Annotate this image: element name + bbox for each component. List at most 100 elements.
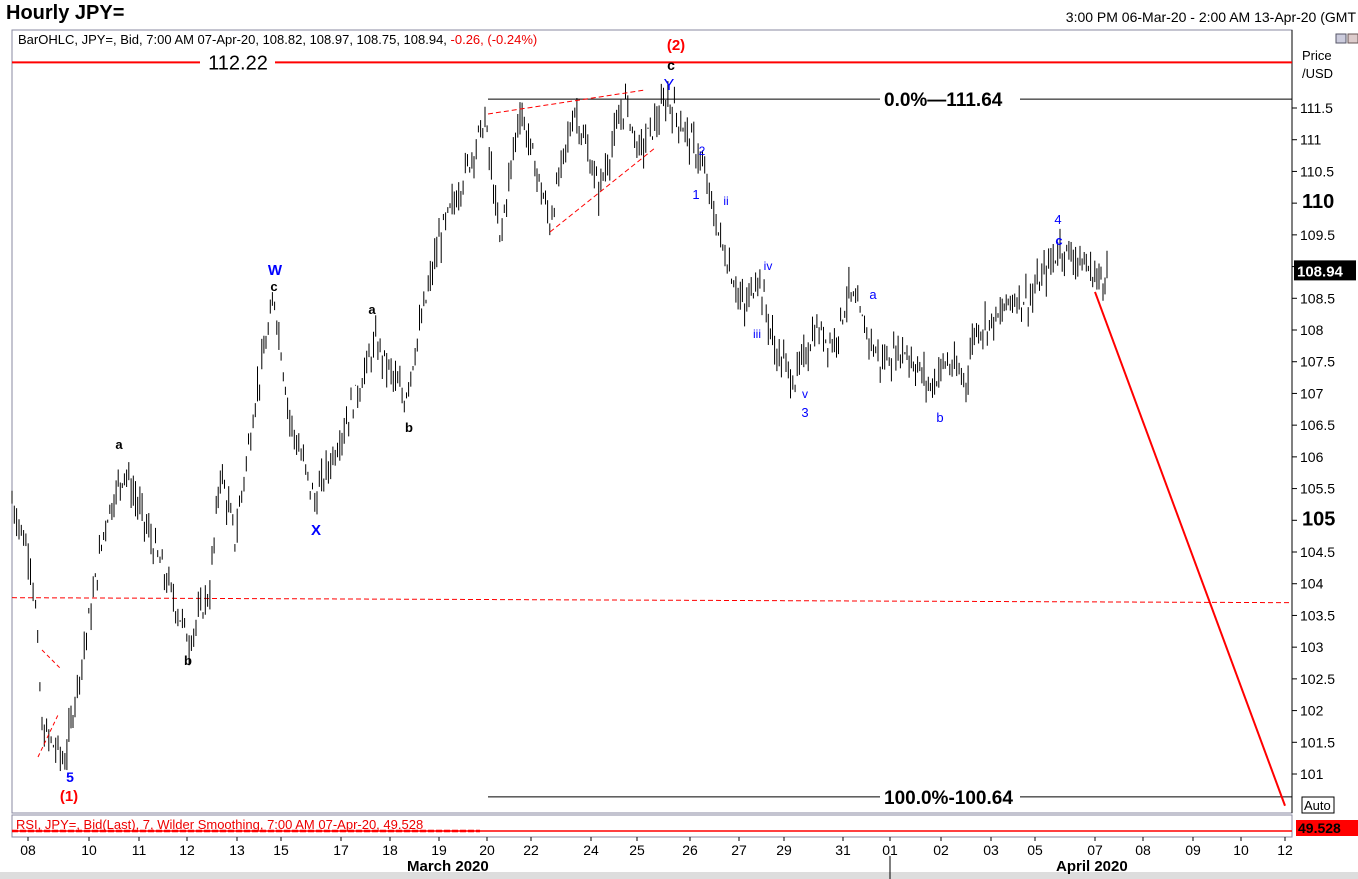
y-tick-label: 102.5	[1300, 671, 1335, 687]
wave-label: c	[270, 279, 277, 294]
y-tick-label: 106.5	[1300, 417, 1335, 433]
x-tick-label: 03	[983, 842, 999, 858]
x-tick-label: 24	[583, 842, 599, 858]
fib-label-bg	[880, 89, 1020, 110]
y-tick-label: 104	[1300, 576, 1324, 592]
fib-level-label: 0.0%—111.64	[884, 90, 1003, 111]
x-tick-label: 02	[933, 842, 949, 858]
triangle-lower-line	[549, 147, 656, 233]
x-tick-label: 19	[431, 842, 447, 858]
support-dashed-line	[11, 597, 1293, 604]
x-tick-label: 20	[479, 842, 495, 858]
close-icon[interactable]	[1347, 33, 1358, 44]
x-tick-label: 18	[382, 842, 398, 858]
y-tick-label: 104.5	[1300, 544, 1335, 560]
month-label-march: March 2020	[407, 858, 489, 875]
y-axis-label: Price/USD	[1302, 47, 1333, 83]
x-tick-label: 15	[273, 842, 289, 858]
rsi-value-label: 49.528	[1298, 820, 1341, 836]
wave-label: c	[667, 57, 675, 73]
plot-frame	[11, 29, 1293, 814]
bar-info-change: -0.26, (-0.24%)	[446, 32, 538, 47]
wave-label: v	[802, 387, 808, 401]
scrollbar	[0, 872, 1358, 879]
restore-icon[interactable]	[1335, 33, 1347, 44]
y-tick-label: 108.5	[1300, 290, 1335, 306]
y-axis-label-price: Price	[1302, 48, 1332, 63]
x-tick-label: 10	[1233, 842, 1249, 858]
x-tick-label: 31	[835, 842, 851, 858]
wave-label: ii	[723, 194, 728, 208]
wave-label: a	[115, 437, 123, 452]
ohlc-bars	[11, 81, 1108, 772]
x-tick-label: 13	[229, 842, 245, 858]
triangle-upper-line	[487, 89, 646, 115]
x-tick-label: 08	[1135, 842, 1151, 858]
y-tick-label: 101.5	[1300, 734, 1335, 750]
wave-label: 3	[801, 405, 808, 420]
x-tick-label: 25	[629, 842, 645, 858]
fib-label-bg	[880, 786, 1020, 807]
projection-line	[1094, 291, 1286, 807]
y-tick-label: 110.5	[1300, 163, 1334, 179]
y-tick-label: 105.5	[1300, 481, 1335, 497]
y-tick-label: 108	[1300, 322, 1324, 338]
wave-label: a	[869, 287, 877, 302]
auto-scale-label: Auto	[1304, 798, 1331, 813]
wave-label: iv	[764, 259, 773, 273]
y-tick-label: 110	[1302, 191, 1334, 213]
y-tick-label: 106	[1300, 449, 1324, 465]
wave-label: Y	[664, 77, 675, 94]
y-axis-label-unit: /USD	[1302, 66, 1334, 81]
wave-label: W	[268, 262, 283, 279]
x-tick-label: 11	[132, 842, 147, 858]
bar-info-values: BarOHLC, JPY=, Bid, 7:00 AM 07-Apr-20, 1…	[18, 32, 447, 47]
x-tick-label: 27	[731, 842, 747, 858]
resistance-label: 112.22	[208, 52, 268, 74]
rsi-value-box	[1296, 820, 1358, 836]
wave-label: (2)	[667, 37, 685, 54]
month-label-april: April 2020	[1056, 858, 1128, 875]
y-tick-label: 103.5	[1300, 607, 1335, 623]
y-tick-label: 111.5	[1300, 100, 1333, 116]
x-tick-label: 05	[1027, 842, 1043, 858]
wave-label: c	[1055, 233, 1062, 248]
x-tick-label: 12	[179, 842, 195, 858]
bar-info: BarOHLC, JPY=, Bid, 7:00 AM 07-Apr-20, 1…	[18, 32, 537, 47]
last-price-box	[1294, 260, 1356, 281]
x-tick-label: 08	[20, 842, 36, 858]
wedge-line	[37, 714, 59, 758]
x-tick-label: 17	[333, 842, 349, 858]
x-tick-label: 29	[776, 842, 792, 858]
y-tick-label: 102	[1300, 703, 1324, 719]
x-tick-label: 01	[882, 842, 898, 858]
last-price-label: 108.94	[1297, 263, 1344, 280]
wave-label: X	[311, 522, 321, 539]
wave-label: 4	[1054, 212, 1061, 227]
y-tick-label: 107.5	[1300, 354, 1335, 370]
fib-level-label: 100.0%-100.64	[884, 788, 1013, 809]
wave-label: b	[936, 410, 943, 425]
y-tick-label: 101	[1300, 766, 1324, 782]
wave-label: b	[184, 653, 192, 668]
wave-label: (1)	[60, 788, 78, 805]
rsi-info: RSI, JPY=, Bid(Last), 7, Wilder Smoothin…	[16, 817, 424, 832]
x-tick-label: 09	[1185, 842, 1201, 858]
wave-label: 1	[692, 187, 699, 202]
x-tick-label: 26	[682, 842, 698, 858]
y-tick-label: 103	[1300, 639, 1324, 655]
x-tick-label: 07	[1087, 842, 1103, 858]
y-tick-label: 105	[1302, 508, 1335, 530]
wave-label: a	[368, 302, 376, 317]
wave-label: iii	[753, 327, 761, 341]
chart-title: Hourly JPY=	[6, 2, 125, 24]
x-tick-label: 10	[81, 842, 97, 858]
auto-scale-button[interactable]	[1301, 796, 1335, 814]
y-tick-label: 107	[1300, 385, 1324, 401]
wave-label: 2	[699, 144, 706, 158]
wedge-line	[41, 649, 61, 669]
wave-label: b	[405, 420, 413, 435]
y-tick-label: 111	[1300, 132, 1321, 148]
